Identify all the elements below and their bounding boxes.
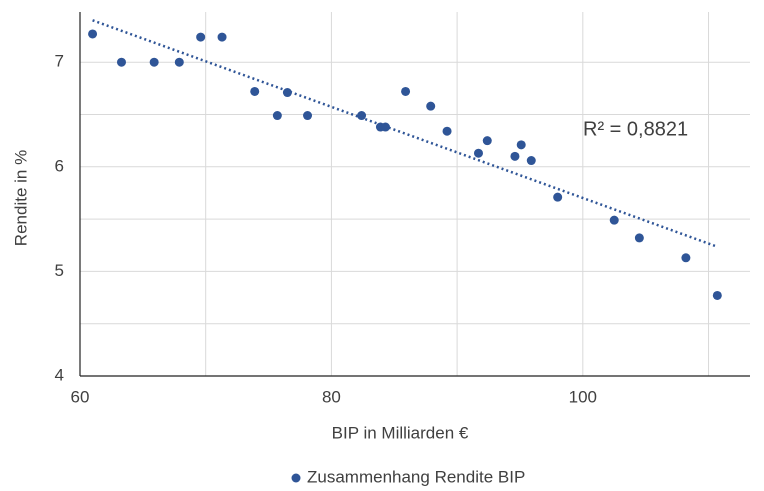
y-tick-label: 5 xyxy=(55,261,64,280)
data-point xyxy=(88,29,98,39)
data-point xyxy=(553,192,563,202)
r-squared-annotation: R² = 0,8821 xyxy=(583,118,688,140)
y-tick-label: 6 xyxy=(55,156,64,175)
data-point xyxy=(634,233,644,243)
legend-marker xyxy=(291,473,301,483)
x-tick-label: 60 xyxy=(71,387,90,406)
data-point xyxy=(116,57,126,67)
y-tick-label: 4 xyxy=(55,365,64,384)
data-point xyxy=(482,136,492,146)
y-axis-label: Rendite in % xyxy=(11,150,30,246)
x-tick-label: 100 xyxy=(569,387,597,406)
data-point xyxy=(303,111,313,121)
data-point xyxy=(196,32,206,42)
x-tick-label: 80 xyxy=(322,387,341,406)
data-point xyxy=(681,253,691,263)
data-point xyxy=(380,122,390,132)
data-point xyxy=(609,215,619,225)
data-point xyxy=(272,111,282,121)
data-point xyxy=(426,101,436,111)
data-point xyxy=(526,156,536,166)
legend-label: Zusammenhang Rendite BIP xyxy=(307,467,525,486)
data-point xyxy=(282,88,292,98)
data-point xyxy=(473,148,483,158)
data-point xyxy=(149,57,159,67)
data-point xyxy=(712,290,722,300)
data-point xyxy=(357,111,367,121)
data-point xyxy=(250,86,260,96)
data-point xyxy=(401,86,411,96)
data-point xyxy=(516,140,526,150)
data-point xyxy=(217,32,227,42)
x-axis-label: BIP in Milliarden € xyxy=(332,423,469,442)
trendline xyxy=(92,19,718,248)
data-point xyxy=(510,151,520,161)
data-point xyxy=(442,126,452,136)
y-tick-label: 7 xyxy=(55,52,64,71)
data-point xyxy=(174,57,184,67)
